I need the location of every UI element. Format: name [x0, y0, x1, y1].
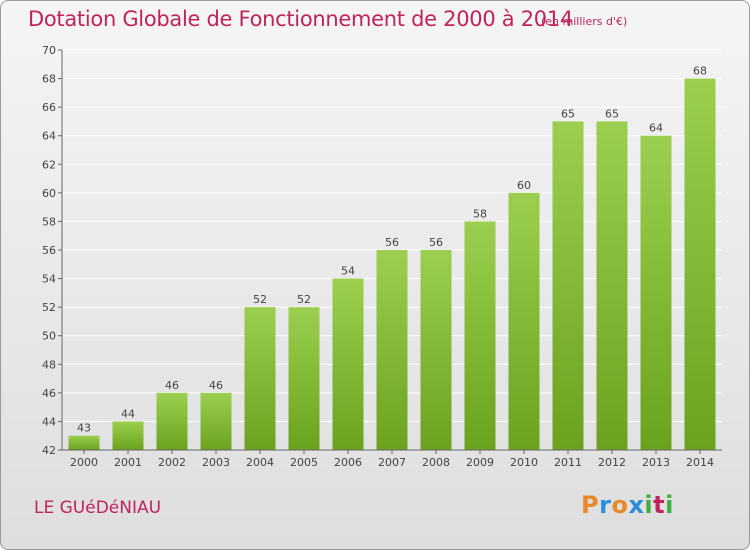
proxiti-logo: Proxiti [581, 491, 674, 519]
bar [640, 135, 672, 450]
data-label: 54 [341, 265, 355, 278]
data-label: 64 [649, 122, 663, 135]
x-tick-label: 2007 [378, 456, 406, 469]
x-tick-label: 2002 [158, 456, 186, 469]
data-label: 52 [297, 293, 311, 306]
x-tick-label: 2005 [290, 456, 318, 469]
x-tick-label: 2011 [554, 456, 582, 469]
bar [200, 392, 232, 450]
logo-letter: i [644, 491, 654, 519]
x-tick-label: 2014 [686, 456, 714, 469]
bar [244, 307, 276, 450]
y-tick-label: 48 [42, 358, 56, 371]
bar [156, 392, 188, 450]
y-tick-label: 68 [42, 73, 56, 86]
bar [332, 278, 364, 450]
data-label: 43 [77, 422, 91, 435]
data-label: 44 [121, 407, 135, 420]
bar [684, 78, 716, 451]
y-tick-label: 52 [42, 301, 56, 314]
data-label: 58 [473, 207, 487, 220]
bars [68, 78, 716, 451]
y-tick-label: 54 [42, 273, 56, 286]
logo-letter: x [628, 491, 645, 519]
commune-name: LE GUéDéNIAU [34, 498, 162, 518]
data-label: 65 [605, 107, 619, 120]
y-tick-label: 64 [42, 130, 56, 143]
bar [552, 121, 584, 450]
logo-letter: r [599, 491, 612, 519]
x-tick-label: 2006 [334, 456, 362, 469]
y-tick-label: 70 [42, 44, 56, 57]
logo-letter: i [665, 491, 674, 519]
data-label: 56 [429, 236, 443, 249]
bar [112, 421, 144, 450]
data-label: 68 [693, 65, 707, 78]
y-tick-label: 44 [42, 415, 56, 428]
logo-letter: P [581, 491, 600, 519]
y-tick-label: 42 [42, 444, 56, 457]
x-tick-label: 2000 [70, 456, 98, 469]
chart-unit: (en milliers d'€) [541, 15, 628, 28]
bar [508, 192, 540, 450]
x-tick-label: 2013 [642, 456, 670, 469]
data-label: 46 [165, 379, 179, 392]
y-tick-label: 62 [42, 158, 56, 171]
bar [68, 435, 100, 450]
data-label: 60 [517, 179, 531, 192]
bar [376, 250, 408, 450]
logo-letter: o [611, 491, 629, 519]
bar [288, 307, 320, 450]
y-tick-label: 56 [42, 244, 56, 257]
x-tick-label: 2008 [422, 456, 450, 469]
data-label: 46 [209, 379, 223, 392]
data-labels: 43 44 46 46 52 52 54 56 56 58 60 65 65 64 68 [77, 65, 707, 435]
chart-title: Dotation Globale de Fonctionnement de 20… [28, 7, 573, 31]
x-tick-label: 2012 [598, 456, 626, 469]
data-label: 52 [253, 293, 267, 306]
data-label: 56 [385, 236, 399, 249]
data-label: 65 [561, 107, 575, 120]
bar [596, 121, 628, 450]
x-tick-label: 2009 [466, 456, 494, 469]
y-tick-label: 46 [42, 387, 56, 400]
y-tick-label: 58 [42, 215, 56, 228]
x-tick-label: 2004 [246, 456, 274, 469]
bar [464, 221, 496, 450]
y-tick-label: 60 [42, 187, 56, 200]
x-tick-label: 2003 [202, 456, 230, 469]
y-axis: 42 44 46 48 50 52 54 56 58 60 62 64 66 68 70 [42, 44, 63, 457]
bar [420, 250, 452, 450]
x-tick-label: 2001 [114, 456, 142, 469]
x-axis: 2000 2001 2002 2003 2004 2005 2006 2007 2008 2009… [62, 449, 722, 469]
x-tick-label: 2010 [510, 456, 538, 469]
y-tick-label: 50 [42, 330, 56, 343]
y-tick-label: 66 [42, 101, 56, 114]
logo-letter: t [653, 491, 666, 519]
